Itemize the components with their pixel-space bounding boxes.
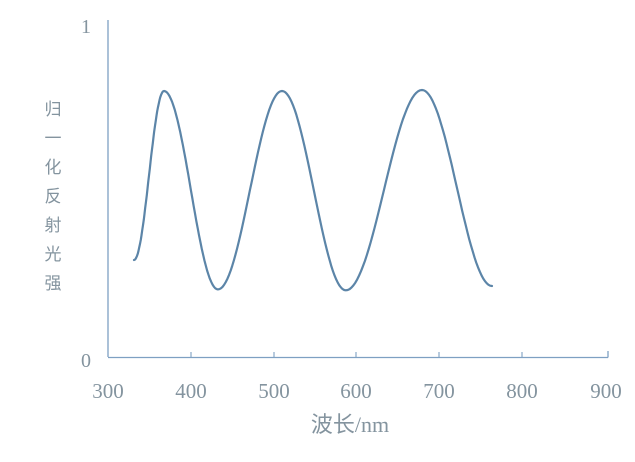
svg-text:400: 400 xyxy=(175,379,207,403)
svg-text:500: 500 xyxy=(258,379,290,403)
svg-text:300: 300 xyxy=(92,379,124,403)
svg-text:600: 600 xyxy=(340,379,372,403)
svg-text:1: 1 xyxy=(81,16,91,38)
svg-text:800: 800 xyxy=(506,379,538,403)
svg-text:0: 0 xyxy=(81,350,91,372)
svg-text:波长/nm: 波长/nm xyxy=(311,412,389,437)
svg-text:900: 900 xyxy=(590,379,622,403)
svg-text:700: 700 xyxy=(423,379,455,403)
